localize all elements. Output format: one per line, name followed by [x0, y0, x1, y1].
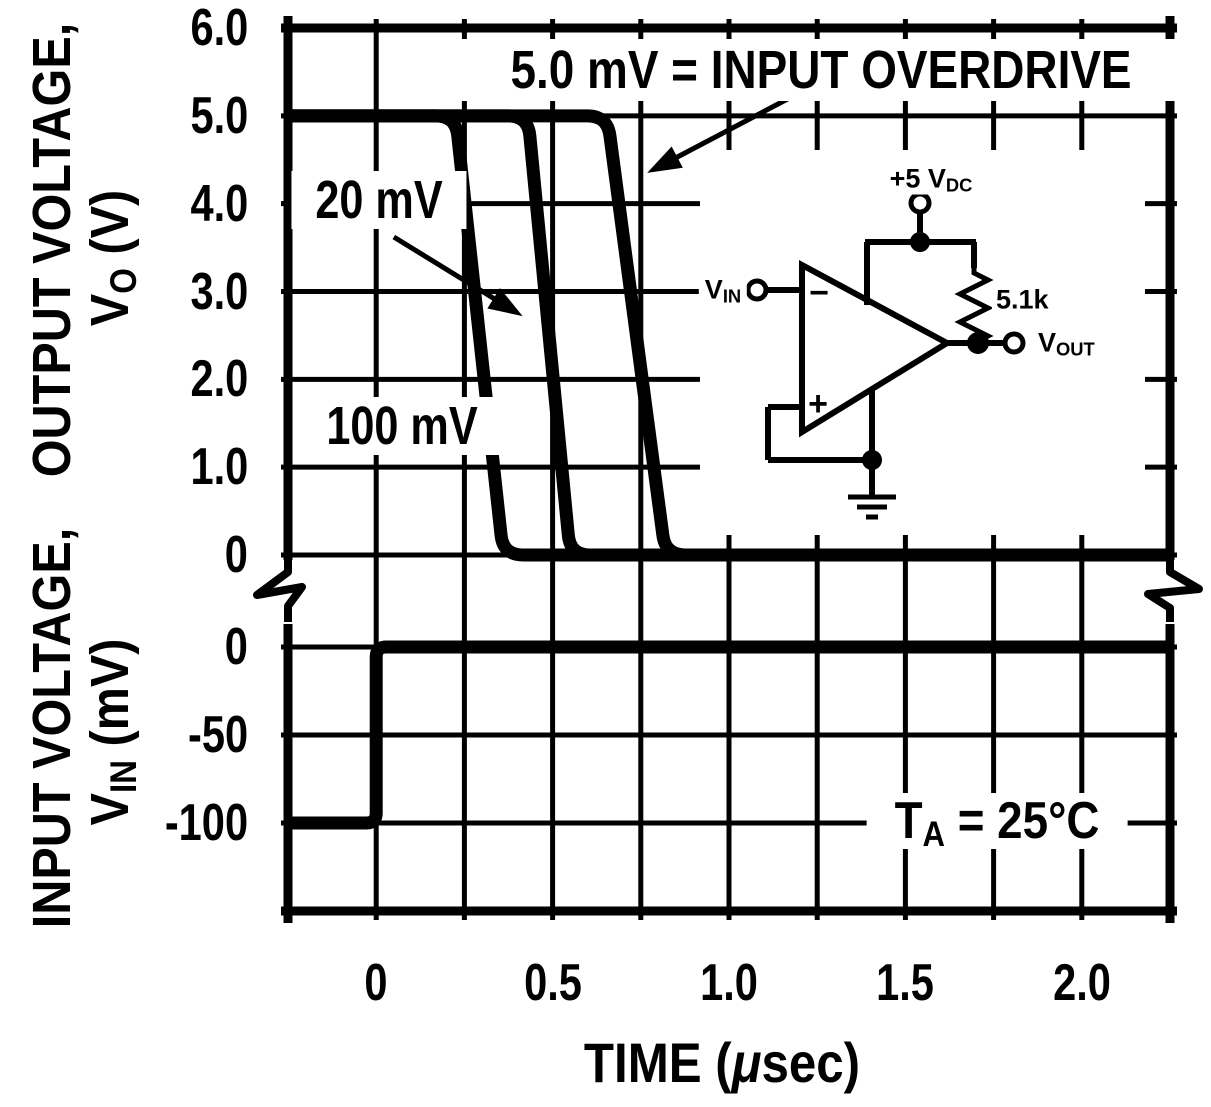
- x-tick-label-1.5: 1.5: [876, 954, 935, 1012]
- axis-break-left: [253, 556, 306, 622]
- y-tick-label-output-4.0: 4.0: [190, 174, 248, 233]
- x-tick-label-2.0: 2.0: [1052, 954, 1111, 1012]
- trace-5-0-mV-overdrive: [288, 109, 1170, 562]
- comparator-noninverting-input-sign: +: [808, 385, 828, 423]
- y-tick-label-input--50: -50: [187, 706, 248, 764]
- y-tick-label-output-1.0: 1.0: [190, 438, 248, 497]
- y-axis-title-input-line1: INPUT VOLTAGE,: [22, 527, 82, 929]
- annotation-arrows: [392, 96, 791, 317]
- x-tick-label-0: 0: [364, 954, 388, 1012]
- chart-title: 5.0 mV = INPUT OVERDRIVE: [441, 39, 1201, 101]
- arrowhead: [647, 146, 683, 173]
- supply-voltage-label: +5 VDC: [883, 163, 979, 195]
- overdrive-20mv-label: 20 mV: [291, 171, 467, 229]
- chart-title-text: 5.0 mV = INPUT OVERDRIVE: [510, 40, 1132, 100]
- plot-frame: [281, 16, 1177, 923]
- y-tick-label-output-2.0: 2.0: [190, 350, 248, 409]
- y-tick-label-output-0: 0: [224, 526, 248, 584]
- ambient-temperature-label: TA = 25°C: [866, 793, 1128, 852]
- overdrive-100mv-label: 100 mV: [299, 397, 505, 455]
- y-tick-label-input--100: -100: [164, 794, 248, 852]
- input-voltage-trace: [288, 640, 1170, 830]
- axis-break-right: [1144, 556, 1203, 622]
- x-axis-title: TIME (μsec): [583, 1031, 861, 1094]
- comparator-triangle: [799, 259, 954, 438]
- y-axis-title-output-line1: OUTPUT VOLTAGE,: [22, 22, 82, 478]
- vin-terminal-label: VIN: [698, 274, 748, 306]
- y-tick-label-output-3.0: 3.0: [190, 262, 248, 321]
- x-tick-label-0.5: 0.5: [523, 954, 582, 1012]
- vout-terminal-label: VOUT: [1032, 327, 1101, 359]
- y-tick-label-input-0: 0: [224, 618, 248, 676]
- y-tick-label-output-5.0: 5.0: [190, 86, 248, 145]
- vin-terminal: [745, 278, 769, 302]
- vout-terminal: [1002, 331, 1026, 355]
- junction-dot: [967, 332, 989, 354]
- comparator-inverting-input-sign: −: [809, 274, 829, 312]
- junction-dot: [910, 232, 930, 252]
- trace-input-step: [288, 640, 1170, 830]
- output-voltage-traces: [288, 109, 1170, 562]
- junction-dot: [862, 450, 882, 470]
- supply-terminal: [908, 191, 932, 215]
- arrowhead: [487, 288, 523, 317]
- axis-break-symbols: [253, 556, 1203, 622]
- x-tick-label-1.0: 1.0: [700, 954, 758, 1012]
- y-tick-label-output-6.0: 6.0: [190, 0, 248, 57]
- pullup-resistor-label: 5.1k: [992, 284, 1053, 316]
